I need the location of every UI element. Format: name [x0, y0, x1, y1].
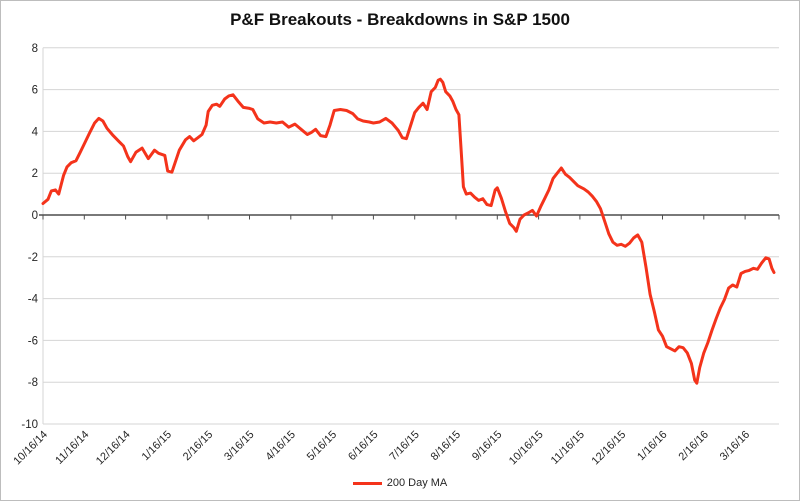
- x-tick-label: 11/16/14: [53, 429, 91, 467]
- x-tick-label: 11/16/15: [549, 429, 587, 467]
- legend: 200 Day MA: [1, 477, 799, 489]
- y-tick-label: 6: [32, 85, 38, 97]
- x-tick-label: 7/16/15: [387, 429, 421, 463]
- x-tick-label: 8/16/15: [429, 429, 463, 463]
- x-tick-label: 9/16/15: [470, 429, 504, 463]
- legend-label: 200 Day MA: [386, 477, 448, 489]
- y-tick-label: 4: [32, 126, 39, 138]
- x-tick-label: 10/16/15: [507, 429, 546, 468]
- y-tick-label: 0: [32, 210, 38, 222]
- series-line-200-day-ma: [41, 77, 776, 385]
- x-tick-label: 1/16/16: [635, 429, 669, 463]
- y-tick-label: -4: [28, 294, 39, 306]
- x-tick-label: 3/16/16: [718, 429, 752, 463]
- y-tick-label: 8: [32, 43, 38, 55]
- y-tick-label: -8: [28, 377, 38, 389]
- y-tick-label: -10: [21, 419, 38, 431]
- y-tick-label: 2: [32, 168, 38, 180]
- x-tick-label: 2/16/16: [676, 429, 710, 463]
- x-tick-label: 4/16/15: [263, 429, 297, 463]
- x-tick-label: 1/16/15: [140, 429, 174, 463]
- x-tick-label: 10/16/14: [11, 429, 50, 468]
- x-tick-label: 12/16/14: [94, 429, 133, 468]
- y-tick-label: -2: [28, 252, 38, 264]
- x-tick-label: 2/16/15: [181, 429, 215, 463]
- x-tick-label: 12/16/15: [590, 429, 629, 468]
- x-tick-label: 5/16/15: [305, 429, 339, 463]
- chart-title: P&F Breakouts - Breakdowns in S&P 1500: [230, 10, 570, 29]
- x-tick-label: 3/16/15: [222, 429, 256, 463]
- legend-line-swatch: [352, 481, 382, 485]
- y-tick-label: -6: [28, 335, 38, 347]
- x-tick-label: 6/16/15: [346, 429, 380, 463]
